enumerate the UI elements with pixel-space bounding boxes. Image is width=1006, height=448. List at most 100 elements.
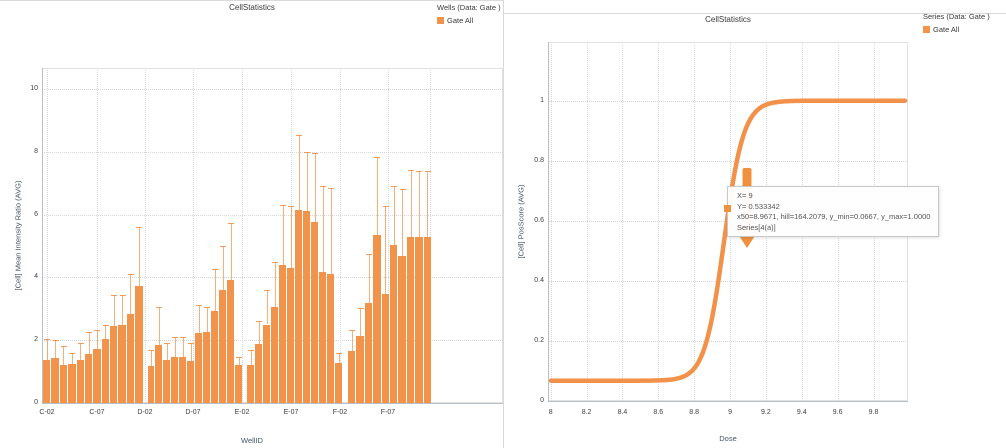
- error-bar: [122, 295, 124, 325]
- bar[interactable]: [195, 332, 203, 403]
- bar[interactable]: [356, 336, 364, 403]
- error-bar-cap: [77, 342, 84, 344]
- bar[interactable]: [211, 310, 219, 403]
- error-bar-cap: [272, 261, 279, 263]
- error-bar-cap: [280, 205, 287, 207]
- error-bar-cap: [408, 170, 414, 171]
- error-bar: [250, 349, 252, 366]
- error-bar-cap: [288, 205, 295, 207]
- bar[interactable]: [171, 356, 179, 403]
- x-tick-label: 9.6: [832, 409, 843, 416]
- bar[interactable]: [163, 359, 171, 403]
- error-bar: [158, 306, 160, 346]
- error-bar: [96, 329, 98, 349]
- bar[interactable]: [423, 237, 431, 403]
- error-bar: [230, 223, 232, 281]
- curve-path[interactable]: [548, 98, 908, 383]
- bar[interactable]: [279, 264, 287, 403]
- error-bar-cap: [119, 295, 126, 297]
- bar[interactable]: [147, 366, 155, 403]
- bar[interactable]: [219, 290, 227, 403]
- bar[interactable]: [406, 237, 415, 403]
- bar-chart-legend: Wells (Data: Gate ) Gate All: [437, 3, 501, 25]
- error-bar: [63, 346, 65, 366]
- error-bar-cap: [127, 274, 134, 276]
- line-chart-legend: Series (Data: Gate ) Gate All: [923, 12, 990, 34]
- bar[interactable]: [135, 286, 143, 403]
- bar[interactable]: [364, 302, 373, 403]
- bar[interactable]: [381, 294, 389, 403]
- error-bar: [222, 246, 224, 291]
- error-bar: [113, 295, 115, 327]
- y-axis-line: [42, 68, 43, 403]
- bar[interactable]: [227, 280, 235, 403]
- bar[interactable]: [415, 237, 423, 403]
- x-gridline: [430, 68, 431, 403]
- error-bar: [338, 352, 340, 363]
- series-color-swatch-icon: [923, 26, 930, 33]
- y-gridline: [548, 280, 908, 282]
- bar[interactable]: [327, 273, 335, 403]
- bar[interactable]: [247, 365, 255, 403]
- bar[interactable]: [179, 356, 187, 403]
- error-bar-cap: [357, 308, 364, 310]
- bar[interactable]: [390, 245, 398, 403]
- bar[interactable]: [101, 338, 109, 403]
- bar[interactable]: [235, 365, 242, 403]
- bar[interactable]: [68, 364, 76, 403]
- bar[interactable]: [84, 354, 93, 403]
- legend-header: Wells (Data: Gate ): [437, 3, 501, 12]
- bar[interactable]: [126, 314, 135, 403]
- bar[interactable]: [118, 324, 126, 403]
- panel-divider: [503, 0, 504, 448]
- bar[interactable]: [187, 360, 195, 403]
- tooltip: X= 9 Y= 0.533342 x50=8.9671, hill=164.20…: [724, 186, 940, 237]
- error-bar: [71, 353, 73, 365]
- x-tick-label: E-02: [234, 409, 250, 416]
- bar[interactable]: [319, 272, 327, 403]
- bar[interactable]: [51, 358, 59, 403]
- bar[interactable]: [335, 362, 343, 403]
- bar[interactable]: [303, 211, 311, 403]
- bar[interactable]: [203, 332, 211, 403]
- bar-chart-panel: CellStatistics Wells (Data: Gate ) Gate …: [14, 3, 503, 445]
- error-bar: [182, 337, 184, 357]
- bar[interactable]: [295, 209, 303, 403]
- x-tick-label: F-07: [380, 409, 396, 416]
- error-bar-cap: [416, 170, 423, 172]
- bar[interactable]: [76, 359, 84, 403]
- bar[interactable]: [398, 256, 406, 403]
- x-tick-label: E-07: [283, 409, 299, 416]
- error-bar-cap: [374, 157, 381, 159]
- error-bar-cap: [220, 246, 227, 247]
- bar[interactable]: [373, 235, 381, 403]
- tooltip-x-value: X= 9: [737, 191, 753, 200]
- x-gridline: [340, 68, 341, 403]
- error-bar: [402, 189, 404, 257]
- x-axis-line: [42, 403, 503, 404]
- error-bar: [427, 170, 429, 238]
- bar[interactable]: [263, 324, 271, 403]
- series-color-swatch-icon: [437, 17, 444, 24]
- error-bar: [174, 337, 176, 357]
- error-bar-cap: [60, 346, 67, 348]
- error-bar-cap: [188, 343, 195, 345]
- bar[interactable]: [93, 348, 101, 403]
- legend-item-gate-all[interactable]: Gate All: [923, 25, 990, 34]
- bar[interactable]: [311, 222, 319, 403]
- x-tick-label: D-02: [137, 409, 153, 416]
- bar[interactable]: [271, 306, 279, 403]
- bar[interactable]: [287, 267, 295, 403]
- line-chart-x-axis-title: Dose: [719, 434, 737, 443]
- bar[interactable]: [348, 350, 356, 403]
- bar[interactable]: [43, 359, 51, 403]
- x-tick-label: 9.4: [796, 409, 807, 416]
- bar[interactable]: [110, 326, 118, 403]
- error-bar: [206, 306, 208, 333]
- bar[interactable]: [155, 345, 163, 403]
- error-bar-cap: [204, 306, 211, 308]
- bar[interactable]: [255, 344, 263, 403]
- error-bar-cap: [196, 305, 203, 307]
- bar[interactable]: [59, 365, 68, 403]
- legend-item-gate-all[interactable]: Gate All: [437, 16, 501, 25]
